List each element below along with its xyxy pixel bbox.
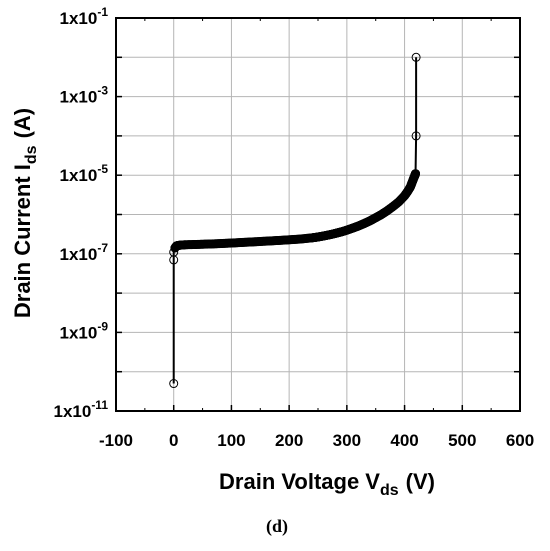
grid-lines (115, 17, 521, 412)
x-axis-label: Drain Voltage Vds (V) (219, 469, 435, 499)
x-tick-label: 200 (275, 431, 303, 450)
data-point (411, 131, 421, 141)
x-tick-label: -100 (99, 431, 133, 450)
y-tick-labels: 1x10-11 1x10-9 1x10-7 1x10-5 1x10-3 1x10-1 (53, 5, 108, 421)
x-tick-labels: -100 0 100 200 300 400 500 600 (99, 431, 534, 450)
x-tick-label: 300 (333, 431, 361, 450)
data-point (411, 169, 421, 179)
y-tick-label: 1x10-9 (60, 319, 109, 342)
y-tick-label: 1x10-3 (60, 84, 109, 107)
tick-marks (115, 17, 521, 412)
x-tick-label: 400 (390, 431, 418, 450)
x-tick-label: 100 (217, 431, 245, 450)
x-tick-label: 0 (169, 431, 178, 450)
y-axis-label: Drain Current Ids(A) (10, 108, 40, 318)
x-tick-label: 500 (448, 431, 476, 450)
data-series (169, 52, 421, 389)
data-point (169, 379, 179, 389)
y-tick-label: 1x10-7 (60, 241, 109, 264)
data-point (411, 52, 421, 62)
y-tick-label: 1x10-11 (53, 398, 108, 421)
panel-label: (d) (266, 516, 288, 537)
x-tick-label: 600 (506, 431, 534, 450)
y-tick-label: 1x10-5 (60, 162, 109, 185)
y-tick-label: 1x10-1 (60, 5, 109, 28)
